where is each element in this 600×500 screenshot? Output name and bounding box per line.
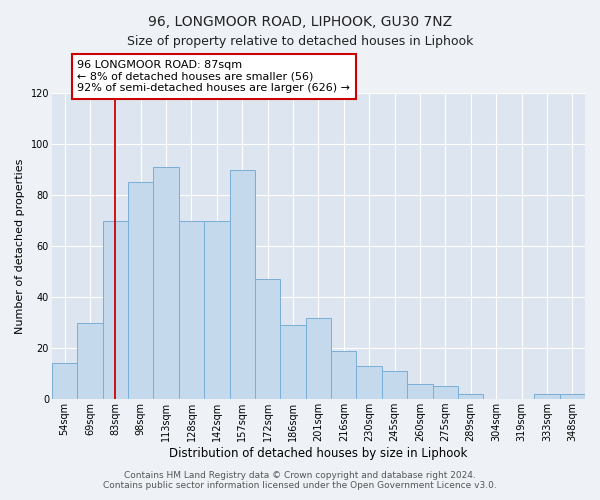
Bar <box>77 322 103 399</box>
Bar <box>128 182 154 399</box>
Bar <box>407 384 433 399</box>
Bar <box>356 366 382 399</box>
Bar <box>204 220 230 399</box>
Bar <box>458 394 484 399</box>
Text: Size of property relative to detached houses in Liphook: Size of property relative to detached ho… <box>127 35 473 48</box>
Text: 96, LONGMOOR ROAD, LIPHOOK, GU30 7NZ: 96, LONGMOOR ROAD, LIPHOOK, GU30 7NZ <box>148 15 452 29</box>
Bar <box>280 325 306 399</box>
Bar <box>255 280 280 399</box>
Bar <box>534 394 560 399</box>
Text: Contains HM Land Registry data © Crown copyright and database right 2024.
Contai: Contains HM Land Registry data © Crown c… <box>103 470 497 490</box>
Bar <box>382 371 407 399</box>
Bar <box>306 318 331 399</box>
Bar <box>433 386 458 399</box>
Y-axis label: Number of detached properties: Number of detached properties <box>15 158 25 334</box>
Bar <box>154 167 179 399</box>
Bar <box>103 220 128 399</box>
Bar <box>52 364 77 399</box>
Bar <box>230 170 255 399</box>
Bar <box>560 394 585 399</box>
Bar <box>179 220 204 399</box>
Bar <box>331 350 356 399</box>
X-axis label: Distribution of detached houses by size in Liphook: Distribution of detached houses by size … <box>169 447 467 460</box>
Text: 96 LONGMOOR ROAD: 87sqm
← 8% of detached houses are smaller (56)
92% of semi-det: 96 LONGMOOR ROAD: 87sqm ← 8% of detached… <box>77 60 350 93</box>
